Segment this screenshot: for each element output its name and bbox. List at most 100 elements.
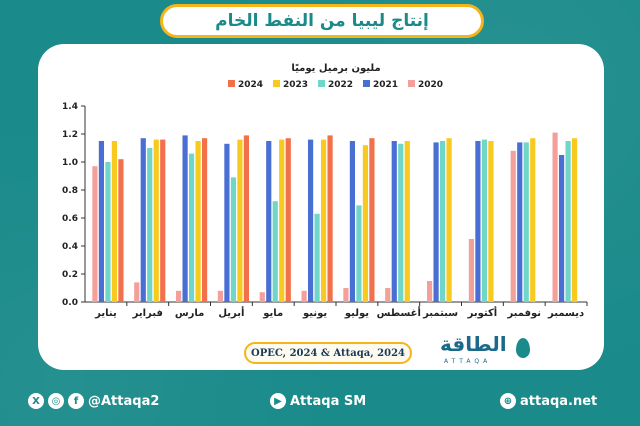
bar-2024-5 [285, 138, 291, 302]
bar-2021-7 [349, 141, 356, 302]
y-tick-label: 0.6 [62, 214, 78, 224]
oil-drop-icon [516, 338, 530, 358]
bar-2022-11 [523, 142, 529, 302]
bar-2022-9 [439, 141, 446, 302]
legend-swatch-2021 [363, 80, 370, 87]
bar-2022-10 [481, 139, 488, 302]
x-tick-label: مارس [175, 308, 205, 319]
x-icon[interactable]: X [28, 393, 44, 409]
globe-icon[interactable]: ⊕ [500, 393, 516, 409]
bar-2023-5 [279, 139, 285, 302]
bar-2023-1 [111, 141, 118, 302]
chart: مليون برميل يوميًا 2024 2023 2022 2021 2020 0.… [62, 63, 588, 319]
x-tick-label: أبريل [218, 306, 244, 319]
bar-2020-11 [510, 150, 516, 302]
y-tick-label: 0.8 [62, 186, 78, 196]
social-links: X ◎ f @Attaqa2 [28, 393, 159, 409]
bar-2022-2 [147, 148, 153, 302]
legend-swatch-2020 [408, 80, 415, 87]
facebook-icon[interactable]: f [68, 393, 84, 409]
y-tick-label: 0.4 [62, 242, 78, 252]
bar-2021-2 [140, 138, 146, 302]
bar-2022-7 [356, 205, 362, 302]
bar-2020-8 [385, 288, 391, 302]
legend-label-2023: 2023 [283, 80, 308, 90]
bar-2021-9 [433, 142, 439, 302]
page-title: إنتاج ليبيا من النفط الخام [215, 11, 429, 31]
source-label: OPEC, 2024 & Attaqa, 2024 [244, 342, 412, 364]
bar-2023-8 [404, 141, 410, 302]
instagram-icon[interactable]: ◎ [48, 393, 64, 409]
bar-2021-11 [517, 142, 523, 302]
logo-text: الطاقة [440, 332, 507, 356]
bar-2021-6 [307, 139, 314, 302]
legend-swatch-2023 [273, 80, 280, 87]
y-tick-label: 1.0 [62, 158, 78, 168]
bar-2024-3 [201, 138, 208, 302]
y-tick-label: 1.2 [62, 130, 78, 140]
legend-label-2021: 2021 [373, 80, 398, 90]
legend-label-2020: 2020 [418, 80, 443, 90]
y-tick-label: 0.0 [62, 298, 78, 308]
bar-2024-6 [327, 135, 333, 302]
bar-2022-6 [314, 213, 320, 302]
bar-2020-7 [343, 288, 349, 302]
x-tick-label: فبراير [132, 308, 163, 319]
x-tick-label: أكتوبر [467, 306, 498, 319]
bar-2024-2 [160, 139, 166, 302]
bar-2020-9 [426, 281, 433, 302]
bar-2022-1 [105, 162, 111, 302]
bar-2024-4 [243, 135, 250, 302]
chart-card: مليون برميل يوميًا 2024 2023 2022 2021 2020 0.… [38, 44, 604, 370]
bar-2020-10 [468, 239, 475, 302]
bar-2023-11 [530, 138, 536, 302]
youtube-icon[interactable]: ▶ [270, 393, 286, 409]
bar-2020-2 [134, 282, 140, 302]
chart-title: مليون برميل يوميًا [291, 63, 380, 74]
legend-swatch-2024 [228, 80, 235, 87]
bar-2020-3 [175, 290, 182, 302]
bar-2021-3 [182, 135, 188, 302]
social-handle[interactable]: @Attaqa2 [88, 393, 160, 409]
legend-label-2024: 2024 [238, 80, 263, 90]
bar-2020-6 [301, 290, 307, 302]
bar-2020-1 [92, 166, 98, 302]
bar-2023-6 [320, 139, 327, 302]
bar-2023-10 [488, 141, 494, 302]
youtube-link: ▶ Attaqa SM [270, 393, 366, 409]
bar-2022-12 [565, 141, 571, 302]
bar-2023-2 [153, 139, 159, 302]
bar-2020-4 [217, 290, 224, 302]
bar-2024-7 [369, 138, 375, 302]
website-url[interactable]: attaqa.net [520, 393, 598, 409]
bar-2023-3 [195, 141, 201, 302]
bar-2023-4 [237, 139, 243, 302]
x-tick-label: سبتمبر [422, 308, 458, 319]
x-tick-label: مايو [262, 308, 283, 319]
bar-2024-1 [118, 159, 124, 302]
x-tick-label: أغسطس [377, 306, 421, 319]
title-banner: إنتاج ليبيا من النفط الخام [160, 4, 484, 38]
y-tick-label: 1.4 [62, 102, 78, 112]
bar-2022-8 [398, 143, 404, 302]
bar-2021-8 [391, 141, 397, 302]
attaqa-logo: الطاقة ATTAQA [440, 332, 532, 366]
bar-2022-4 [230, 177, 237, 302]
x-tick-label: ديسمبر [547, 308, 584, 319]
bar-2023-12 [571, 138, 578, 302]
logo-subtext: ATTAQA [444, 358, 492, 365]
y-tick-label: 0.2 [62, 270, 78, 280]
youtube-handle[interactable]: Attaqa SM [290, 393, 367, 409]
bar-2021-1 [98, 141, 105, 302]
x-tick-label: يوليو [344, 308, 369, 319]
x-tick-label: يناير [94, 308, 117, 319]
bar-2021-10 [475, 141, 481, 302]
bar-2021-4 [224, 143, 230, 302]
x-tick-label: يونيو [302, 308, 327, 319]
bar-2021-12 [558, 155, 565, 302]
x-tick-label: نوفمبر [506, 308, 541, 319]
legend-swatch-2022 [318, 80, 325, 87]
bar-2022-3 [188, 153, 195, 302]
bar-2023-9 [446, 138, 452, 302]
legend-label-2022: 2022 [328, 80, 353, 90]
